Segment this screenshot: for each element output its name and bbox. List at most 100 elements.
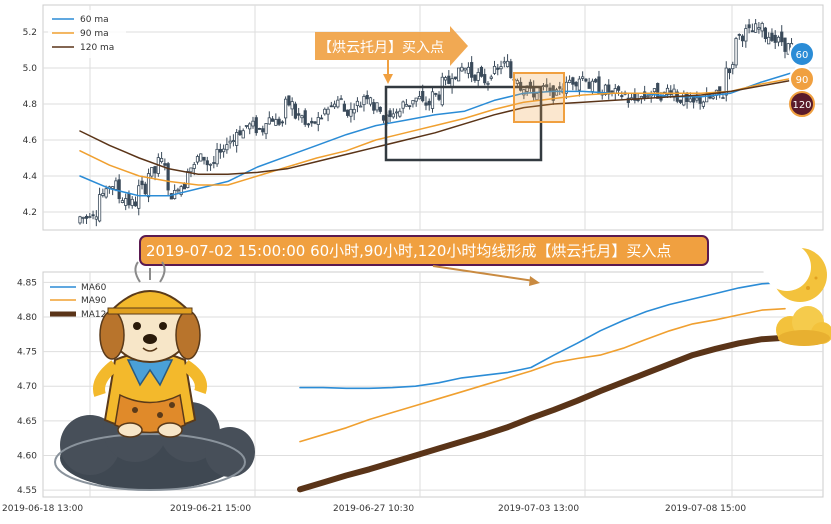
candle-body: [251, 120, 255, 127]
candle-body: [274, 119, 278, 126]
candle-body: [179, 186, 183, 195]
candle-body: [463, 67, 467, 71]
top-series-120-ma: [79, 79, 791, 175]
candle-body: [417, 96, 422, 100]
top-ytick-label: 5.0: [23, 64, 38, 74]
top-ytick-label: 4.2: [23, 208, 37, 218]
candle-body: [199, 153, 203, 162]
candle-body: [610, 90, 614, 93]
candle-body: [760, 22, 764, 32]
candle-body: [372, 102, 376, 111]
bottom-ma-lines: [297, 281, 788, 493]
candle-body: [310, 120, 314, 124]
candle-body: [293, 103, 298, 119]
candle-body: [84, 215, 89, 219]
candle-body: [394, 111, 399, 114]
candle-body: [346, 109, 350, 116]
candle-body: [362, 95, 366, 106]
candle-body: [731, 64, 735, 70]
candle-body: [303, 110, 307, 125]
candle-body: [737, 34, 741, 36]
candle-body: [767, 36, 771, 45]
candle-body: [473, 74, 477, 81]
candle-body: [94, 216, 98, 220]
top-legend: 60 ma 90 ma 120 ma: [48, 10, 126, 58]
candlestick-series: [78, 18, 794, 227]
candle-body: [368, 97, 373, 105]
candle-body: [329, 105, 333, 108]
top-ytick-label: 5.2: [23, 28, 37, 38]
signal-banner: 2019-07-02 15:00:00 60小时,90小时,120小时均线形成【…: [139, 235, 709, 266]
candle-body: [747, 24, 751, 29]
candle-body: [502, 61, 506, 64]
candle-body: [427, 100, 431, 106]
candle-body: [378, 106, 382, 112]
candle-body: [166, 163, 170, 191]
candle-body: [466, 66, 471, 74]
candle-body: [440, 76, 444, 106]
candle-body: [724, 67, 728, 96]
candle-body: [130, 198, 134, 206]
candle-body: [381, 115, 386, 121]
candle-body: [111, 186, 115, 189]
candle-body: [365, 94, 369, 100]
bottom-y-ticks: 4.55 4.60 4.65 4.70 4.75 4.80 4.85: [17, 278, 37, 496]
candle-body: [721, 97, 725, 100]
candle-body: [117, 179, 121, 200]
candle-body: [447, 75, 451, 84]
top-series-90-ma: [79, 78, 791, 186]
candle-body: [124, 198, 128, 206]
buy-point-arrow-callout: 【烘云托月】买入点: [315, 26, 468, 66]
bottom-ytick-label: 4.80: [17, 313, 37, 323]
candle-body: [186, 171, 190, 188]
candle-body: [594, 79, 598, 83]
candle-body: [127, 193, 131, 206]
candle-body: [620, 95, 624, 98]
candle-body: [603, 84, 608, 95]
candle-body: [218, 148, 222, 153]
candle-body: [163, 163, 167, 166]
candle-body: [290, 101, 294, 110]
candle-body: [652, 88, 657, 93]
candle-body: [231, 140, 236, 143]
signal-box-orange: [513, 72, 565, 123]
candle-body: [336, 99, 340, 108]
bottom-ytick-label: 4.60: [17, 451, 37, 461]
bottom-series-ma120: [297, 334, 788, 493]
signal-box-dark: [384, 85, 543, 162]
candle-body: [195, 156, 200, 163]
candle-body: [584, 78, 588, 82]
candle-body: [522, 89, 526, 96]
candle-body: [541, 85, 546, 87]
candle-body: [120, 200, 125, 203]
candle-body: [316, 117, 320, 125]
bottom-xtick-label: 2019-07-03 13:00: [498, 504, 579, 514]
candle-body: [270, 118, 275, 122]
candle-body: [656, 83, 660, 99]
candle-body: [688, 98, 692, 103]
candle-body: [545, 84, 549, 88]
bottom-ytick-label: 4.75: [17, 348, 37, 358]
candle-body: [554, 89, 559, 96]
candle-body: [773, 34, 777, 43]
candle-body: [505, 60, 510, 68]
bottom-ytick-label: 4.55: [17, 486, 37, 496]
candle-body: [780, 31, 784, 43]
candle-body: [375, 102, 379, 111]
candle-body: [153, 166, 157, 174]
legend-label-ma60: MA60: [81, 283, 107, 293]
candle-body: [205, 160, 209, 166]
candle-body: [133, 201, 138, 207]
legend-label-ma90: MA90: [81, 296, 107, 306]
candle-body: [159, 158, 164, 163]
candle-body: [261, 128, 265, 133]
top-ytick-label: 4.8: [23, 100, 38, 110]
candle-body: [359, 105, 363, 108]
bottom-xtick-label: 2019-06-21 15:00: [170, 504, 251, 514]
candle-body: [757, 27, 761, 30]
candle-body: [776, 36, 781, 43]
candle-body: [479, 66, 484, 77]
candle-body: [114, 180, 118, 190]
candle-body: [176, 189, 180, 192]
